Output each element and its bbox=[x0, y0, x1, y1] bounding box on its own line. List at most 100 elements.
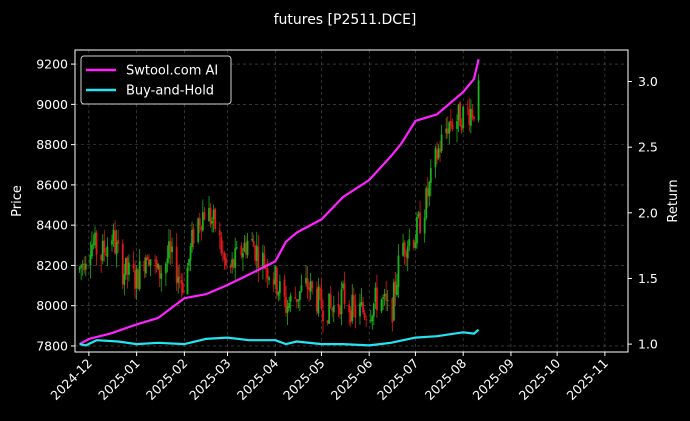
candle-body bbox=[315, 288, 318, 312]
candle-body bbox=[188, 259, 190, 266]
candle-body bbox=[83, 263, 86, 271]
x-tick-label: 2025-04 bbox=[234, 355, 282, 403]
candle-body bbox=[406, 246, 409, 259]
candle-body bbox=[128, 262, 130, 275]
candle-body bbox=[103, 240, 106, 253]
candle-body bbox=[178, 276, 181, 279]
candle-body bbox=[449, 120, 452, 126]
candle-body bbox=[211, 220, 213, 224]
candle-body bbox=[92, 243, 95, 246]
candle-body bbox=[235, 247, 238, 249]
left-tick-label: 8200 bbox=[36, 258, 68, 273]
right-tick-label: 2.5 bbox=[638, 140, 658, 155]
candle-body bbox=[403, 242, 406, 254]
candle-body bbox=[177, 276, 180, 283]
candle-body bbox=[349, 310, 352, 323]
candle-body bbox=[462, 106, 465, 128]
candle-body bbox=[134, 270, 136, 289]
x-tick-label: 2025-02 bbox=[143, 356, 191, 404]
right-tick-label: 3.0 bbox=[638, 74, 658, 89]
candle-body bbox=[208, 207, 210, 222]
candle-body bbox=[95, 232, 98, 255]
x-tick-label: 2024-12 bbox=[47, 356, 95, 404]
right-tick-label: 2.0 bbox=[638, 205, 658, 220]
legend: Swtool.com AI Buy-and-Hold bbox=[80, 55, 232, 105]
candle-body bbox=[392, 282, 395, 321]
candle-body bbox=[229, 265, 232, 268]
candle-body bbox=[397, 255, 400, 287]
candle-body bbox=[192, 228, 195, 244]
candle-body bbox=[186, 267, 189, 295]
candle-body bbox=[80, 265, 83, 268]
candle-body bbox=[254, 246, 257, 261]
candle-body bbox=[143, 260, 146, 272]
candle-body bbox=[286, 306, 289, 313]
candle-body bbox=[417, 214, 420, 217]
candle-body bbox=[429, 168, 432, 183]
candle-body bbox=[171, 246, 173, 253]
candle-body bbox=[434, 148, 437, 168]
left-tick-label: 8800 bbox=[36, 137, 68, 152]
candle-body bbox=[154, 259, 157, 261]
candle-body bbox=[385, 293, 388, 301]
candle-body bbox=[214, 208, 217, 229]
candle-body bbox=[460, 124, 463, 130]
right-tick-label: 1.5 bbox=[638, 271, 658, 286]
candle-body bbox=[446, 128, 449, 135]
candle-body bbox=[132, 264, 135, 269]
candle-body bbox=[309, 281, 312, 292]
candle-body bbox=[391, 298, 394, 323]
candle-body bbox=[126, 257, 129, 275]
legend-label-ai: Swtool.com AI bbox=[126, 64, 218, 79]
y-axis-label-right: Return bbox=[666, 179, 681, 222]
candle-body bbox=[468, 109, 471, 125]
candle-body bbox=[360, 302, 363, 306]
candle-body bbox=[362, 302, 364, 313]
left-tick-label: 7800 bbox=[36, 338, 68, 353]
candle-body bbox=[148, 259, 150, 266]
candle-body bbox=[352, 295, 355, 306]
left-tick-label: 8000 bbox=[36, 298, 68, 313]
candle-body bbox=[191, 230, 193, 248]
x-tick-label: 2025-08 bbox=[422, 355, 470, 403]
candle-body bbox=[320, 289, 323, 309]
candle-body bbox=[94, 232, 96, 246]
candle-body bbox=[308, 287, 311, 291]
candle-body bbox=[328, 293, 331, 324]
candle-body bbox=[471, 109, 474, 117]
candle-body bbox=[448, 122, 451, 134]
candle-body bbox=[371, 315, 374, 322]
candle-body bbox=[274, 266, 277, 285]
candle-body bbox=[295, 298, 298, 303]
candle-body bbox=[157, 263, 160, 270]
candle-body bbox=[439, 149, 441, 153]
candle-body bbox=[473, 116, 475, 120]
candle-body bbox=[245, 242, 247, 255]
candle-body bbox=[283, 279, 286, 297]
x-tick-label: 2025-11 bbox=[563, 356, 611, 404]
candle-body bbox=[445, 128, 448, 134]
candle-body bbox=[123, 273, 126, 285]
candle-body bbox=[218, 230, 221, 236]
candle-body bbox=[289, 295, 292, 302]
candle-body bbox=[220, 236, 223, 254]
x-tick-label: 2025-07 bbox=[374, 356, 422, 404]
candle-body bbox=[189, 246, 192, 261]
candle-body bbox=[112, 229, 115, 241]
candle-body bbox=[300, 285, 303, 292]
candle-body bbox=[386, 300, 389, 302]
candle-body bbox=[477, 80, 480, 121]
candle-body bbox=[263, 254, 266, 269]
candle-body bbox=[114, 230, 116, 253]
candle-body bbox=[348, 304, 351, 313]
candle-body bbox=[240, 245, 243, 256]
candle-body bbox=[372, 303, 375, 317]
candle-body bbox=[124, 257, 127, 275]
candle-body bbox=[81, 264, 84, 265]
candle-body bbox=[376, 287, 378, 311]
candle-body bbox=[84, 263, 87, 270]
candle-body bbox=[212, 209, 215, 220]
candle-body bbox=[340, 289, 343, 315]
candle-body bbox=[396, 285, 398, 296]
